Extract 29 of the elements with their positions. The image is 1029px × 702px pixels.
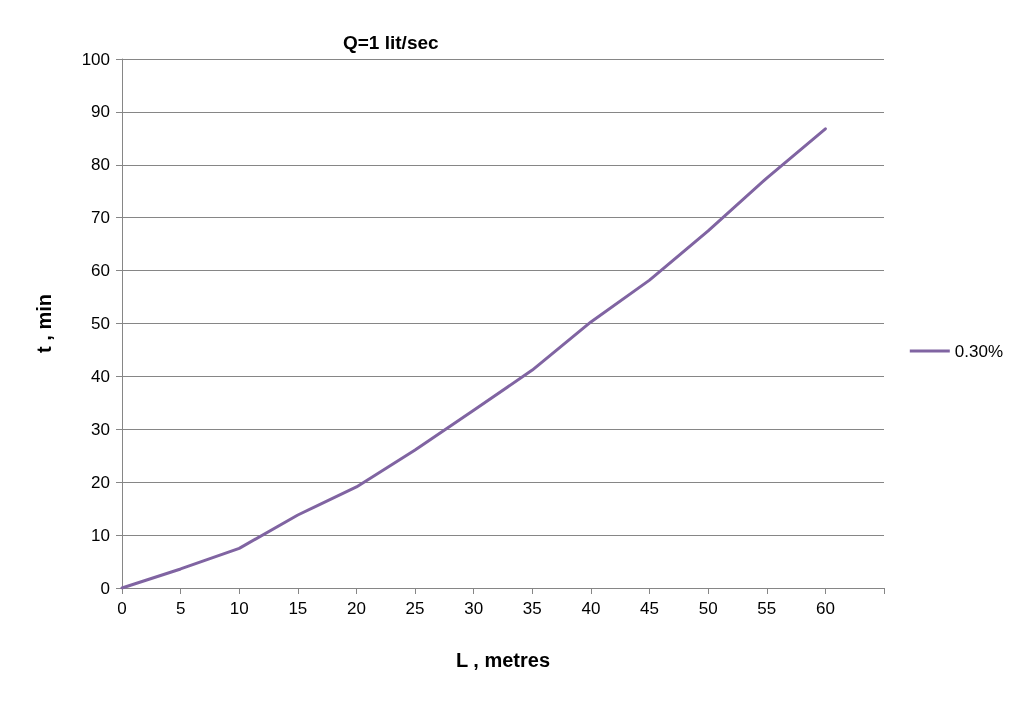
- x-tick-label: 45: [640, 599, 659, 618]
- x-tick-label: 55: [757, 599, 777, 618]
- y-tick-label: 50: [91, 314, 110, 333]
- x-tick-label: 0: [117, 599, 127, 618]
- x-tick-label: 15: [288, 599, 308, 618]
- x-tick-label: 10: [229, 599, 249, 618]
- y-tick-label: 0: [100, 578, 110, 598]
- y-tick-label: 90: [91, 102, 110, 122]
- y-tick-label: 100: [81, 49, 110, 69]
- legend-label: 0.30%: [954, 341, 1003, 361]
- x-tick-label: 35: [522, 599, 542, 618]
- y-tick-label: 10: [91, 525, 110, 545]
- chart-title: Q=1 lit/sec: [343, 32, 440, 53]
- y-axis-title: t , min: [33, 294, 55, 353]
- x-axis-title: L , metres: [455, 649, 551, 671]
- y-tick-label: 40: [91, 366, 110, 386]
- y-tick-label: 70: [91, 208, 110, 228]
- y-tick-label: 80: [91, 155, 110, 175]
- x-tick-label: 5: [175, 599, 186, 618]
- x-tick-label: 30: [464, 599, 484, 618]
- x-tick-label: 50: [698, 599, 718, 618]
- x-tick-label: 20: [347, 599, 366, 618]
- x-tick-label: 60: [815, 599, 835, 618]
- y-tick-label: 60: [91, 261, 110, 281]
- x-tick-label: 40: [581, 599, 601, 618]
- y-tick-label: 20: [91, 472, 110, 492]
- x-tick-label: 25: [405, 599, 425, 618]
- line-series: [120, 127, 827, 590]
- y-tick-label: 30: [91, 419, 110, 439]
